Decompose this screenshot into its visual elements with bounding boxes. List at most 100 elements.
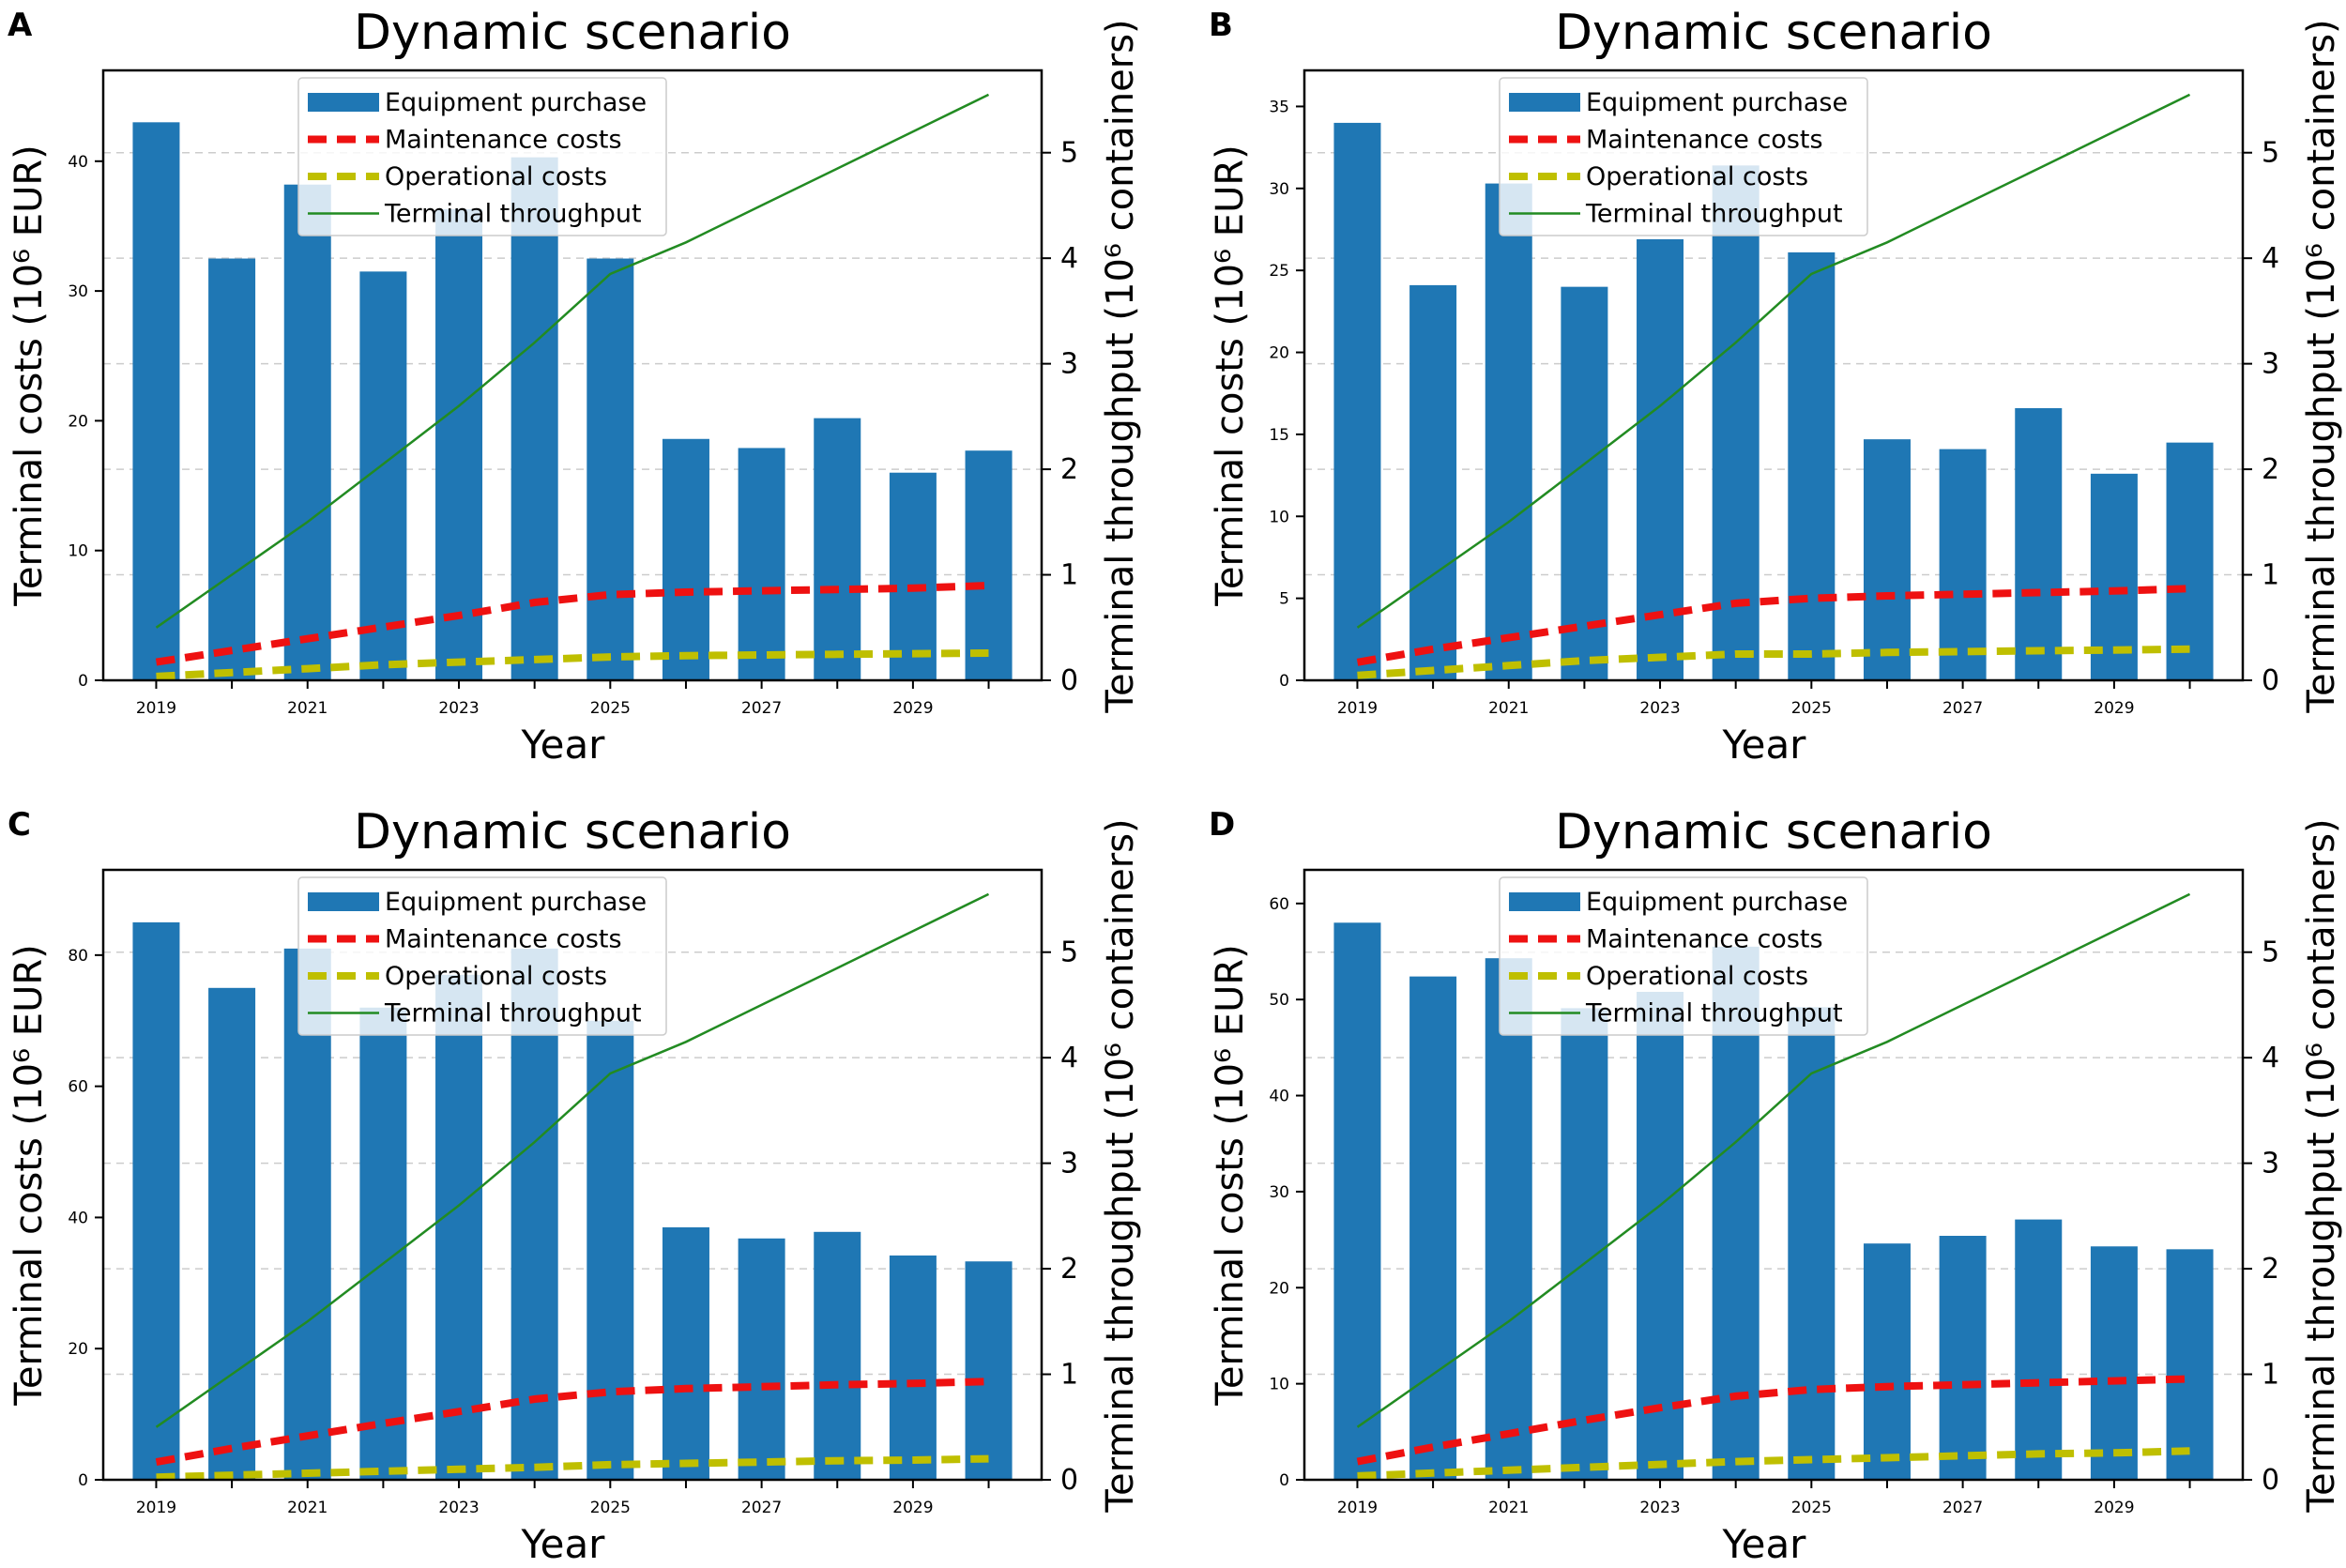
- y-tick-label: 30: [68, 282, 88, 301]
- y2-tick-label: 2: [2262, 1253, 2279, 1286]
- x-tick-label: 2023: [1639, 1499, 1680, 1517]
- bar-equipment-2020: [208, 258, 256, 680]
- y-tick-label: 0: [78, 672, 88, 691]
- y2-tick-label: 3: [2262, 1148, 2279, 1180]
- bar-equipment-2030: [2166, 442, 2214, 680]
- y-tick-label: 40: [1269, 1088, 1289, 1106]
- x-tick-label: 2029: [892, 699, 933, 718]
- y-axis-label: Terminal costs (10⁶ EUR): [1209, 145, 1252, 607]
- bar-equipment-2019: [1333, 122, 1381, 681]
- y2-tick-label: 0: [2262, 664, 2279, 697]
- bar-equipment-2021: [1485, 183, 1532, 680]
- x-tick-label: 2029: [892, 1499, 933, 1517]
- legend-box: [1499, 876, 1868, 1036]
- y-tick-label: 0: [78, 1471, 88, 1490]
- legend-label-equipment-purchase: Equipment purchase: [1586, 888, 1848, 917]
- legend-label-operational-costs: Operational costs: [1586, 962, 1808, 991]
- chart-panel-b: B Dynamic scenario05101520253035012345201…: [1209, 5, 2343, 768]
- bar-equipment-2029: [2090, 1246, 2138, 1480]
- bar-equipment-2021: [283, 948, 331, 1480]
- y-axis-label: Terminal costs (10⁶ EUR): [1209, 944, 1252, 1407]
- legend-box: [297, 876, 667, 1036]
- legend-label-maintenance-costs: Maintenance costs: [1586, 126, 1823, 155]
- x-tick-label: 2023: [438, 1499, 479, 1517]
- y-tick-label: 10: [68, 542, 88, 561]
- y2-tick-label: 3: [1060, 348, 1078, 381]
- y2-tick-label: 5: [1060, 936, 1078, 969]
- y2-tick-label: 1: [2262, 1359, 2279, 1392]
- y2-tick-label: 5: [1060, 137, 1078, 170]
- bar-equipment-2025: [586, 258, 634, 680]
- x-tick-label: 2025: [1791, 1499, 1832, 1517]
- panel-letter: D: [1209, 806, 1235, 844]
- bar-equipment-2023: [1637, 992, 1684, 1480]
- y2-tick-label: 0: [1060, 664, 1078, 697]
- x-tick-label: 2025: [590, 1499, 631, 1517]
- y2-tick-label: 0: [1060, 1464, 1078, 1497]
- legend-label-terminal-throughput: Terminal throughput: [1585, 999, 1843, 1028]
- bar-equipment-2020: [208, 987, 256, 1480]
- bar-equipment-2026: [1863, 1243, 1911, 1480]
- bar-equipment-2021: [283, 184, 331, 680]
- legend: Equipment purchase Maintenance costs Opera…: [1499, 77, 1868, 236]
- y-axis-label: Terminal costs (10⁶ EUR): [8, 944, 51, 1407]
- x-tick-label: 2025: [1791, 699, 1832, 718]
- line-terminal-throughput: [155, 93, 990, 629]
- bar-equipment-2020: [1409, 284, 1457, 680]
- bar-equipment-2022: [359, 1007, 407, 1480]
- legend-swatch-equipment-purchase: [1509, 93, 1580, 112]
- line-maintenance-costs: [155, 1378, 989, 1467]
- bar-equipment-2029: [889, 1255, 937, 1480]
- y2-tick-label: 2: [2262, 453, 2279, 486]
- legend-label-equipment-purchase: Equipment purchase: [385, 88, 647, 117]
- bar-equipment-2028: [814, 418, 861, 680]
- x-tick-label: 2027: [741, 699, 782, 718]
- line-maintenance-costs: [1356, 1375, 2190, 1466]
- y2-axis-label: Terminal throughput (10⁶ containers): [2300, 818, 2343, 1513]
- line-terminal-throughput: [1356, 892, 2191, 1428]
- panel-letter: A: [8, 7, 33, 44]
- x-tick-label: 2023: [438, 699, 479, 718]
- bar-equipment-2024: [510, 948, 558, 1480]
- bar-equipment-2024: [1712, 165, 1760, 680]
- y-tick-label: 20: [68, 1340, 88, 1359]
- y-tick-label: 10: [1269, 1376, 1289, 1394]
- y-tick-label: 25: [1269, 262, 1289, 281]
- y-tick-label: 0: [1279, 1471, 1289, 1490]
- bar-equipment-2030: [2166, 1249, 2214, 1480]
- line-maintenance-costs: [1356, 585, 2190, 666]
- bar-equipment-2023: [435, 208, 483, 680]
- bar-equipment-2019: [132, 921, 180, 1480]
- x-axis-label: Year: [521, 1521, 606, 1567]
- legend-label-maintenance-costs: Maintenance costs: [385, 126, 622, 155]
- y2-axis-label: Terminal throughput (10⁶ containers): [1099, 19, 1142, 713]
- chart-title: Dynamic scenario: [354, 804, 791, 860]
- chart-panel-a: A Dynamic scenario 0 10 20 30 40 0 1 2 3 4 5 2019 2021…: [8, 5, 1142, 768]
- bar-equipment-2027: [738, 1238, 785, 1480]
- y-tick-label: 80: [68, 947, 88, 966]
- legend-label-maintenance-costs: Maintenance costs: [385, 925, 622, 954]
- bar-equipment-2029: [889, 472, 937, 680]
- x-axis-label: Year: [1722, 1521, 1807, 1567]
- legend-label-terminal-throughput: Terminal throughput: [384, 200, 642, 229]
- bar-equipment-2022: [1561, 286, 1608, 680]
- y-tick-label: 20: [1269, 344, 1289, 363]
- legend-label-equipment-purchase: Equipment purchase: [385, 888, 647, 917]
- chart-title: Dynamic scenario: [1555, 5, 1992, 61]
- y2-tick-label: 1: [1060, 1359, 1078, 1392]
- axes-frame: [101, 868, 1044, 1482]
- y2-axis-label: Terminal throughput (10⁶ containers): [1099, 818, 1142, 1513]
- bar-equipment-2025: [1788, 1007, 1836, 1480]
- line-operational-costs: [1357, 1447, 2190, 1480]
- y2-tick-label: 4: [2262, 242, 2279, 275]
- legend-label-terminal-throughput: Terminal throughput: [1585, 200, 1843, 229]
- legend: Equipment purchase Maintenance costs Opera…: [297, 77, 667, 236]
- bar-equipment-2026: [662, 1226, 709, 1480]
- y-tick-label: 5: [1279, 590, 1289, 609]
- x-tick-label: 2019: [136, 1499, 176, 1517]
- y2-tick-label: 4: [2262, 1042, 2279, 1074]
- y-tick-label: 20: [1269, 1279, 1289, 1298]
- x-axis-label: Year: [1722, 722, 1807, 768]
- x-tick-label: 2021: [1488, 699, 1529, 718]
